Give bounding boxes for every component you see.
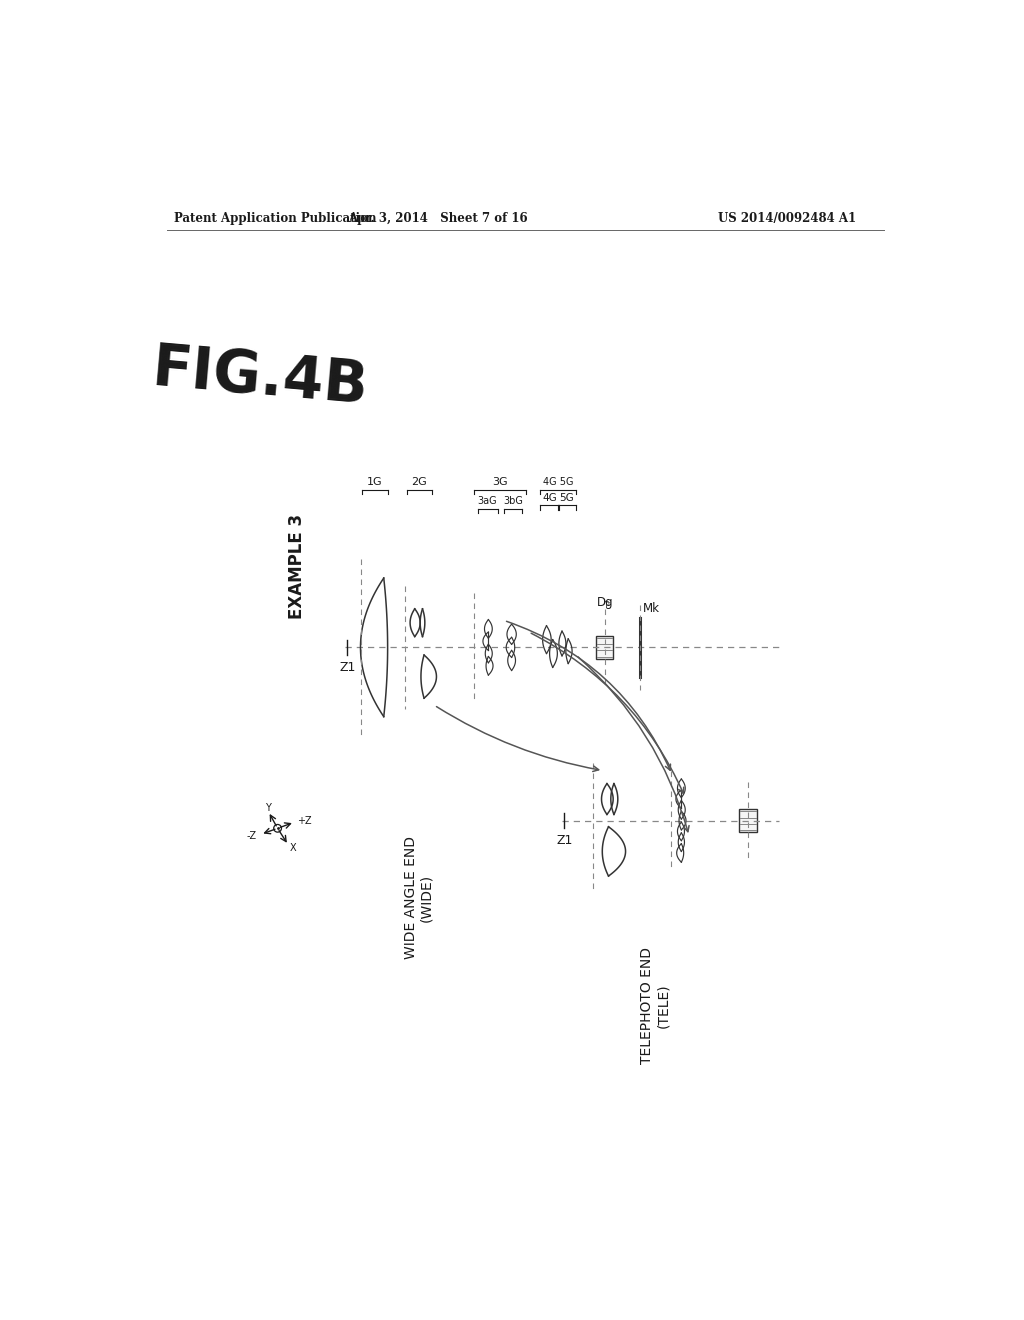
Text: Z1: Z1 xyxy=(339,661,355,675)
Bar xyxy=(596,636,613,659)
Text: -Z: -Z xyxy=(247,832,257,841)
Text: (WIDE): (WIDE) xyxy=(420,874,433,921)
Text: WIDE ANGLE END: WIDE ANGLE END xyxy=(403,836,418,960)
Bar xyxy=(739,809,757,832)
Text: 3G: 3G xyxy=(493,478,508,487)
Text: 5G: 5G xyxy=(560,492,574,503)
Text: Y: Y xyxy=(265,803,271,813)
Text: 1G: 1G xyxy=(367,478,383,487)
Text: 3aG: 3aG xyxy=(478,496,498,507)
Text: 2G: 2G xyxy=(412,478,427,487)
Text: Z1: Z1 xyxy=(556,834,572,847)
Text: Patent Application Publication: Patent Application Publication xyxy=(174,213,377,224)
Text: +Z: +Z xyxy=(297,816,311,826)
Text: EXAMPLE 3: EXAMPLE 3 xyxy=(288,513,306,619)
Text: FIG.4B: FIG.4B xyxy=(150,341,371,416)
Text: T: T xyxy=(604,602,608,610)
Text: X: X xyxy=(290,843,297,853)
Text: 4G 5G: 4G 5G xyxy=(543,478,573,487)
Text: Dg: Dg xyxy=(597,595,613,609)
Text: (TELE): (TELE) xyxy=(655,983,670,1028)
Text: 3bG: 3bG xyxy=(503,496,523,507)
Text: US 2014/0092484 A1: US 2014/0092484 A1 xyxy=(718,213,856,224)
Text: T: T xyxy=(607,602,611,607)
Text: Mk: Mk xyxy=(643,602,660,615)
Text: 4G: 4G xyxy=(543,492,557,503)
Text: TELEPHOTO END: TELEPHOTO END xyxy=(640,946,654,1064)
Text: Apr. 3, 2014   Sheet 7 of 16: Apr. 3, 2014 Sheet 7 of 16 xyxy=(348,213,527,224)
